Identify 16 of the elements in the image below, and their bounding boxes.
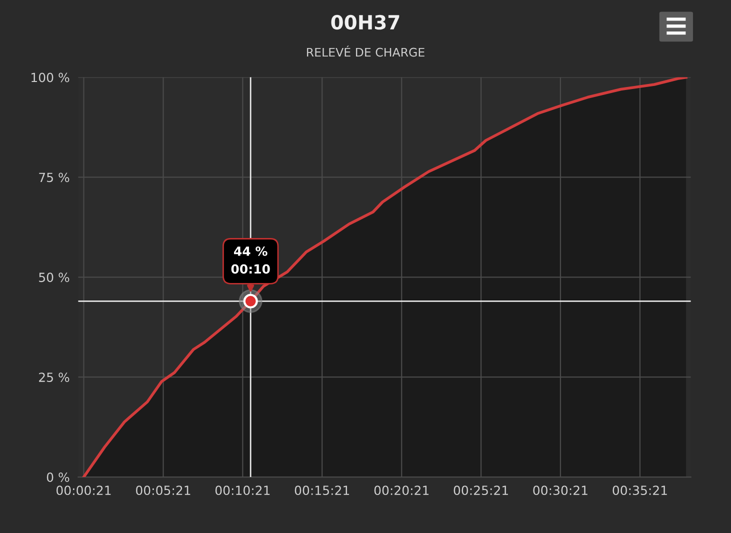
y-tick-label: 25 % — [39, 372, 70, 382]
x-tick-label: 00:20:21 — [374, 486, 429, 496]
x-tick-label: 00:35:21 — [612, 486, 667, 496]
y-tick-label: 75 % — [39, 172, 70, 182]
y-tick-label: 50 % — [39, 272, 70, 282]
y-tick-label: 100 % — [32, 72, 70, 82]
chart-title: 00H37 — [331, 14, 400, 30]
x-tick-label: 00:00:21 — [56, 486, 111, 496]
x-tick-label: 00:10:21 — [215, 486, 270, 496]
y-tick-label: 0 % — [46, 472, 70, 482]
x-tick-label: 00:25:21 — [454, 486, 508, 496]
x-tick-label: 00:15:21 — [294, 486, 350, 496]
chart-subtitle: RELEVÉ DE CHARGE — [307, 46, 424, 57]
annotation: 44 % 00:10 — [231, 246, 270, 274]
x-tick-label: 00:05:21 — [136, 486, 190, 496]
x-tick-label: 00:30:21 — [533, 486, 588, 496]
